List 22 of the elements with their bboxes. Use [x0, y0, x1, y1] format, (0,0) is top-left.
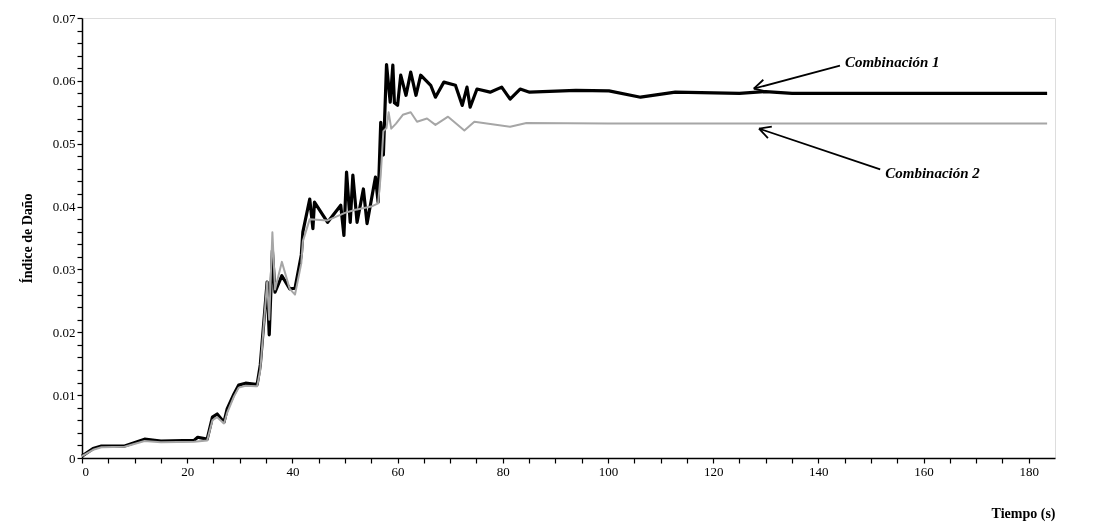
x-tick-label: 140	[809, 463, 829, 479]
y-tick-label: 0.01	[52, 387, 76, 403]
y-tick-label: 0.06	[52, 73, 76, 89]
annotation: Combinación 2	[885, 165, 981, 182]
y-tick-label: 0	[69, 450, 76, 466]
y-axis-title: Índice de Daño	[18, 193, 35, 284]
x-tick-label: 60	[391, 463, 405, 479]
y-tick-label: 0.02	[52, 324, 76, 340]
x-tick-label: 0	[82, 463, 89, 479]
y-tick-label: 0.07	[52, 10, 76, 26]
x-tick-label: 120	[703, 463, 724, 479]
annotation: Combinación 1	[844, 53, 940, 70]
x-tick-label: 40	[286, 463, 300, 479]
x-axis-title: Tiempo (s)	[991, 505, 1056, 522]
x-tick-label: 100	[598, 463, 619, 479]
y-tick-label: 0.04	[52, 199, 76, 215]
x-tick-label: 180	[1019, 463, 1039, 479]
y-tick-label: 0.03	[52, 261, 76, 277]
x-tick-label: 20	[181, 463, 195, 479]
x-tick-label: 160	[914, 463, 934, 479]
x-tick-label: 80	[496, 463, 510, 479]
y-tick-label: 0.05	[52, 136, 76, 152]
